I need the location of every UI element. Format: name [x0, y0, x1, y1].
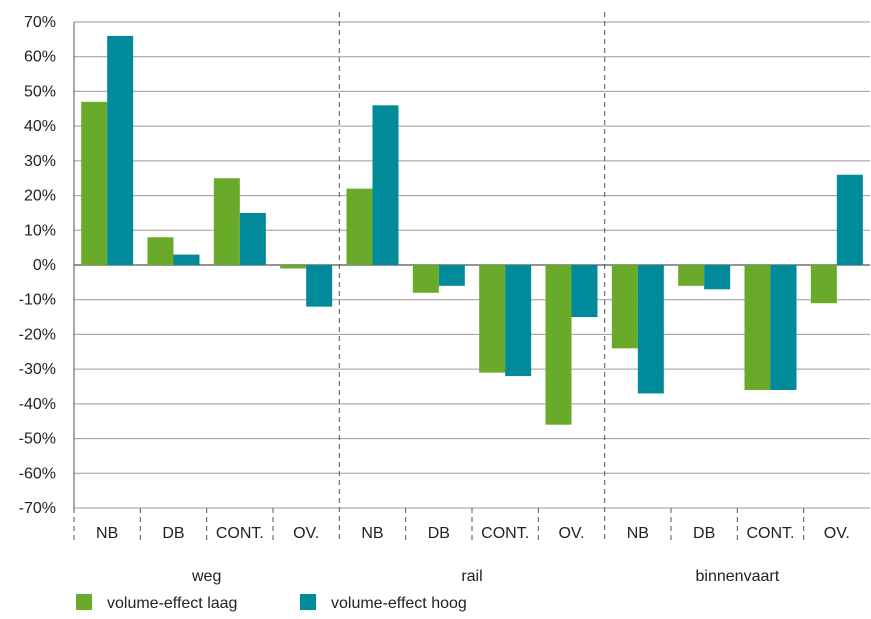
grid-lines: [74, 21, 870, 509]
legend-swatch: [76, 594, 92, 610]
y-tick-label: -70%: [19, 500, 56, 517]
bar-hoog: [438, 265, 465, 286]
bar-laag: [81, 101, 108, 265]
y-tick-label: -20%: [19, 326, 56, 343]
y-tick-label: -10%: [19, 292, 56, 309]
bar-hoog: [107, 35, 134, 266]
bar-laag: [147, 237, 174, 265]
bar-laag: [810, 265, 837, 304]
y-tick-label: 60%: [24, 49, 56, 66]
category-label: DB: [693, 525, 715, 542]
y-tick-label: -40%: [19, 396, 56, 413]
y-tick-label: 30%: [24, 153, 56, 170]
category-label: OV.: [824, 525, 850, 542]
bars: [81, 35, 863, 425]
bar-hoog: [704, 265, 731, 290]
y-tick-label: -50%: [19, 431, 56, 448]
bar-hoog: [306, 265, 333, 307]
category-label: NB: [627, 525, 649, 542]
category-label: DB: [162, 525, 184, 542]
category-label: CONT.: [481, 525, 529, 542]
bar-hoog: [770, 265, 797, 390]
y-tick-label: -60%: [19, 465, 56, 482]
legend-swatch: [300, 594, 316, 610]
y-tick-label: 50%: [24, 83, 56, 100]
y-tick-label: 20%: [24, 188, 56, 205]
bar-laag: [280, 265, 307, 269]
category-label: CONT.: [747, 525, 795, 542]
bar-hoog: [372, 105, 399, 265]
bar-laag: [412, 265, 439, 293]
y-tick-labels: 70% 60% 50% 40% 30% 20% 10% 0% -10% -20% -30% -40% -…: [19, 14, 56, 517]
bar-hoog: [637, 265, 664, 394]
category-labels: NB DB CONT. OV. NB DB CONT. OV. NB DB CONT. OV.: [96, 525, 850, 542]
y-tick-label: 10%: [24, 222, 56, 239]
bar-hoog: [505, 265, 532, 377]
bar-hoog: [239, 212, 266, 265]
category-label: DB: [428, 525, 450, 542]
bar-laag: [744, 265, 771, 390]
bar-hoog: [836, 174, 863, 265]
legend-label: volume-effect hoog: [331, 595, 467, 612]
category-label: OV.: [293, 525, 319, 542]
group-labels: weg rail binnenvaart: [191, 568, 780, 585]
category-label: NB: [361, 525, 383, 542]
y-tick-label: 40%: [24, 118, 56, 135]
category-label: NB: [96, 525, 118, 542]
legend: volume-effect laag volume-effect hoog: [76, 594, 467, 612]
y-tick-label: -30%: [19, 361, 56, 378]
y-tick-label: 70%: [24, 14, 56, 31]
bar-laag: [213, 178, 240, 265]
group-label: binnenvaart: [696, 568, 780, 585]
bar-hoog: [173, 254, 200, 265]
legend-label: volume-effect laag: [107, 595, 237, 612]
y-tick-label: 0%: [33, 257, 56, 274]
axes: [73, 12, 805, 544]
category-label: OV.: [558, 525, 584, 542]
bar-laag: [479, 265, 506, 373]
bar-hoog: [571, 265, 598, 318]
bar-laag: [346, 188, 373, 265]
group-label: weg: [191, 568, 221, 585]
category-label: CONT.: [216, 525, 264, 542]
bar-laag: [611, 265, 638, 349]
bar-laag: [545, 265, 572, 425]
bar-laag: [678, 265, 705, 286]
group-label: rail: [461, 568, 482, 585]
